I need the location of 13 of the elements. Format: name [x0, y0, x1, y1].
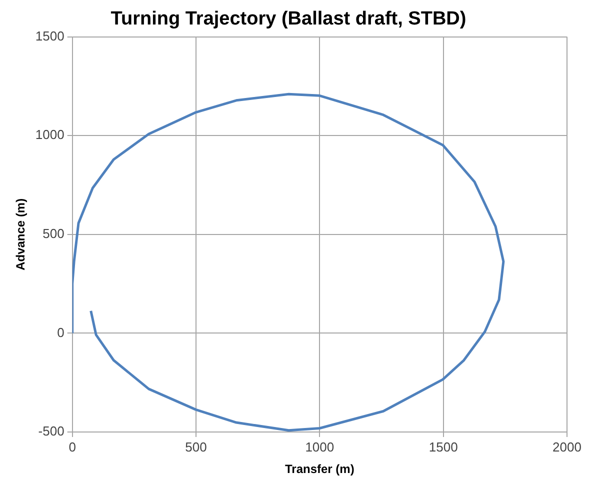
y-axis-title: Advance (m): [14, 198, 28, 270]
x-tick-label: 1000: [305, 439, 334, 454]
x-axis-title: Transfer (m): [284, 462, 354, 476]
x-tick-label: 0: [68, 439, 76, 454]
y-tick-label: -500: [38, 424, 64, 439]
x-tick-label: 2000: [552, 439, 582, 454]
x-tick-label: 500: [185, 439, 207, 454]
y-tick-label: 1000: [35, 127, 64, 142]
x-tick-label: 1500: [428, 439, 458, 454]
chart-title: Turning Trajectory (Ballast draft, STBD): [110, 8, 466, 30]
y-tick-label: 0: [57, 324, 64, 340]
y-tick-label: 1500: [35, 28, 64, 44]
y-tick-label: 500: [42, 226, 64, 241]
